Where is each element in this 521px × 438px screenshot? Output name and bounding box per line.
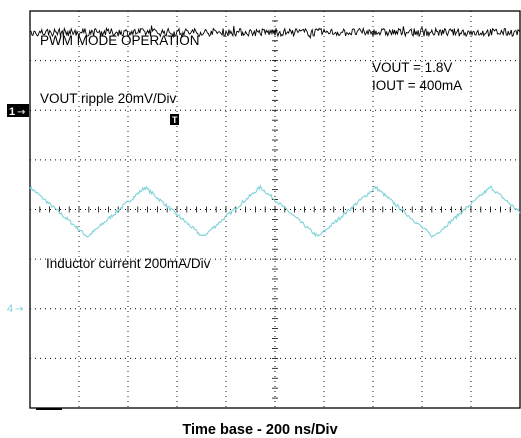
iout-setting-label: IOUT = 400mA	[372, 78, 462, 93]
vout-series-label: VOUT ripple 20mV/Div	[40, 91, 177, 106]
trigger-marker: T	[170, 114, 179, 125]
vout-setting-label: VOUT = 1.8V	[372, 60, 452, 75]
svg-text:→: →	[15, 304, 23, 315]
plot-border	[29, 10, 521, 409]
plot-frame	[29, 10, 521, 410]
channel-4-marker: 4 →	[7, 303, 23, 315]
graticule	[30, 11, 520, 408]
vout-ripple-trace	[29, 25, 521, 40]
chart-title: PWM MODE OPERATION	[40, 33, 200, 48]
traces	[29, 25, 521, 239]
channel-4-marker-label: 4	[7, 303, 13, 315]
inductor-series-label: Inductor current 200mA/Div	[46, 256, 211, 271]
time-base-label: Time base - 200 ns/Div	[182, 422, 337, 438]
svg-text:T: T	[172, 115, 178, 125]
channel-1-marker-label: 1	[9, 106, 15, 118]
svg-text:→: →	[17, 107, 25, 118]
channel-1-marker: 1 →	[7, 104, 29, 118]
inductor-current-trace	[29, 184, 521, 239]
